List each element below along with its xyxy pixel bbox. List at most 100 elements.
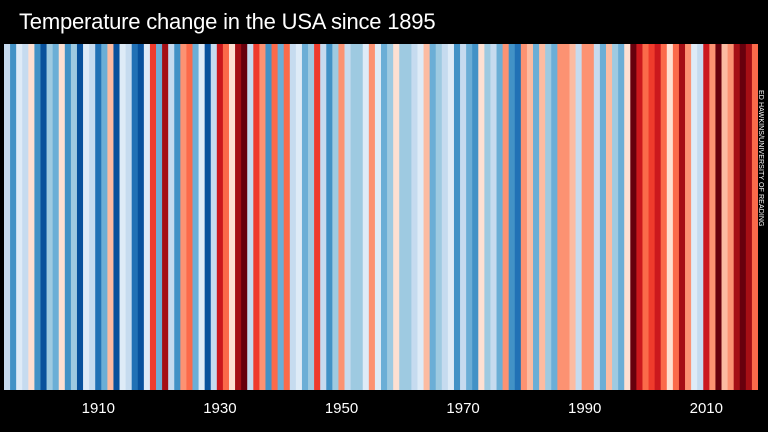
stripe-2006 [678,44,686,390]
stripe-1951 [344,44,352,390]
stripe-1897 [16,44,23,390]
stripe-1933 [235,44,242,390]
stripe-1987 [563,44,571,390]
stripe-1935 [247,44,254,390]
x-tick-label: 1950 [324,400,359,417]
stripe-1972 [472,44,479,390]
stripe-2001 [648,44,656,390]
stripe-1960 [399,44,406,390]
stripe-1904 [58,44,66,390]
stripe-1988 [569,44,577,390]
credit-label: ED HAWKINS/UNIVERSITY OF READING [757,90,764,227]
stripe-1955 [368,44,376,390]
stripe-2015 [733,44,741,390]
stripe-1966 [435,44,443,390]
stripe-1956 [374,44,382,390]
stripe-1934 [241,44,248,390]
stripe-1984 [545,44,552,390]
stripe-1924 [180,44,188,390]
stripe-1983 [539,44,546,390]
stripe-1952 [350,44,358,390]
stripe-1974 [484,44,492,390]
stripe-1997 [624,44,631,390]
stripe-2008 [691,44,698,390]
warming-stripes-plot [4,44,758,390]
x-tick-label: 1910 [81,400,115,417]
stripe-1986 [557,44,565,390]
stripe-1944 [301,44,309,390]
stripe-2007 [685,44,692,390]
stripe-1979 [514,44,522,390]
stripe-1900 [34,44,42,390]
x-axis: 1910 1930 1950 1970 1990 2010 [4,390,758,432]
stripe-1927 [198,44,206,390]
stripe-1899 [28,44,36,390]
stripe-1908 [83,44,90,390]
stripe-1902 [46,44,54,390]
stripe-1982 [533,44,540,390]
stripe-1936 [253,44,260,390]
stripe-2013 [721,44,729,390]
stripe-1898 [22,44,29,390]
stripe-2018 [751,44,758,390]
stripe-2009 [697,44,704,390]
stripe-1915 [125,44,133,390]
stripe-1950 [338,44,346,390]
stripe-1919 [149,44,157,390]
stripe-1993 [599,44,607,390]
stripe-1949 [332,44,340,390]
stripe-1895 [4,44,11,390]
stripe-1925 [186,44,194,390]
stripe-1913 [113,44,121,390]
stripe-1929 [210,44,218,390]
stripe-1932 [228,44,236,390]
stripe-1978 [508,44,516,390]
chart-title: Temperature change in the USA since 1895 [19,9,436,34]
stripe-1996 [618,44,625,390]
stripe-1906 [70,44,78,390]
stripe-1954 [362,44,370,390]
stripe-1989 [575,44,583,390]
stripe-2003 [660,44,668,390]
stripe-1973 [478,44,485,390]
stripe-1953 [356,44,364,390]
stripe-1912 [107,44,115,390]
stripe-1939 [271,44,279,390]
stripe-2014 [727,44,735,390]
stripe-2005 [672,44,680,390]
stripe-1916 [131,44,139,390]
stripe-2017 [745,44,753,390]
stripe-1910 [95,44,102,390]
stripe-1909 [89,44,96,390]
stripe-1957 [381,44,388,390]
stripe-2002 [654,44,662,390]
stripe-1991 [587,44,595,390]
stripe-1942 [289,44,297,390]
stripe-1948 [326,44,333,390]
stripe-1946 [314,44,321,390]
stripe-1970 [460,44,467,390]
stripe-1971 [466,44,473,390]
stripe-2010 [703,44,710,390]
stripe-1998 [630,44,637,390]
stripe-1903 [52,44,60,390]
stripe-1994 [605,44,613,390]
stripe-1937 [259,44,267,390]
stripe-1945 [308,44,315,390]
stripe-2004 [666,44,674,390]
stripe-1976 [496,44,504,390]
stripe-1940 [277,44,285,390]
stripe-1959 [393,44,400,390]
stripe-2011 [709,44,717,390]
stripe-2016 [739,44,747,390]
x-tick-label: 1990 [568,400,602,417]
stripe-1905 [64,44,72,390]
stripe-1975 [490,44,498,390]
stripe-1926 [192,44,200,390]
stripe-1938 [265,44,273,390]
x-tick-label: 1930 [203,400,237,417]
stripe-1943 [295,44,303,390]
stripe-1958 [387,44,394,390]
stripe-1990 [581,44,589,390]
stripe-1995 [612,44,619,390]
